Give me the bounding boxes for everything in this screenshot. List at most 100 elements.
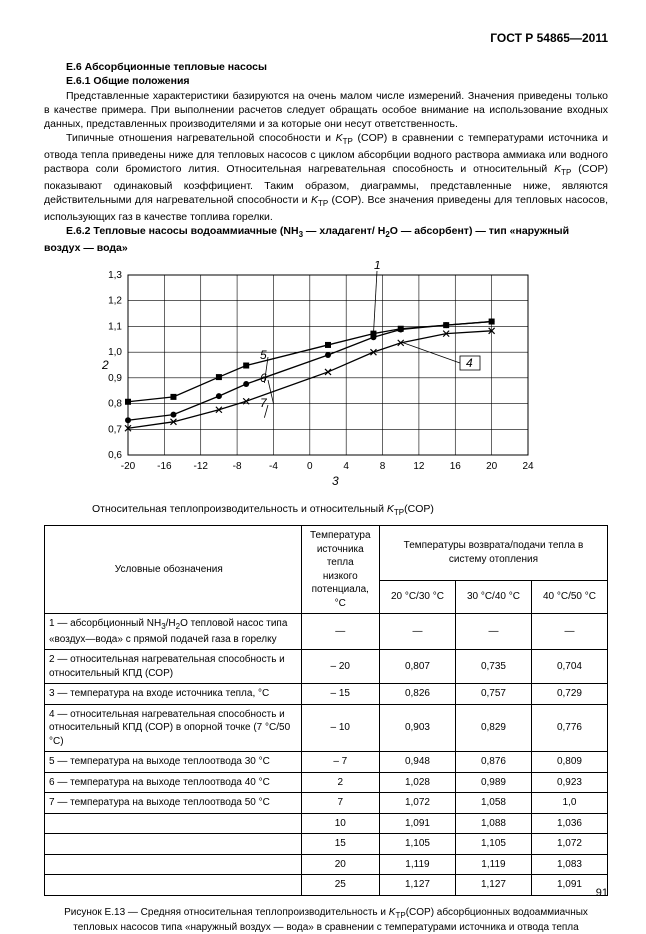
svg-text:1,2: 1,2: [108, 296, 122, 307]
svg-text:1,0: 1,0: [108, 347, 122, 358]
svg-text:-20: -20: [121, 461, 136, 472]
line: низкого: [306, 570, 375, 584]
svg-text:-16: -16: [157, 461, 172, 472]
k-symbol: K: [387, 503, 394, 515]
table-row: 6 — температура на выходе теплоотвода 40…: [45, 772, 608, 793]
cell-value: —: [379, 614, 455, 650]
text: Относительная теплопроизводительность и …: [92, 503, 387, 515]
cell-value: 1,072: [531, 834, 607, 855]
tp-sub: ТР: [318, 199, 328, 208]
svg-text:24: 24: [522, 461, 534, 472]
cell-value: 1,028: [379, 772, 455, 793]
figure-caption: Рисунок Е.13 — Средняя относительная теп…: [44, 906, 608, 934]
cell-label: 6 — температура на выходе теплоотвода 40…: [45, 772, 302, 793]
heading-e6: Е.6 Абсорбционные тепловые насосы: [44, 60, 608, 74]
cell-value: 0,704: [531, 650, 607, 684]
table-row: 251,1271,1271,091: [45, 875, 608, 896]
cell-value: 1,0: [531, 793, 607, 814]
cell-value: 0,809: [531, 752, 607, 773]
cell-label: [45, 854, 302, 875]
table-row: 7 — температура на выходе теплоотвода 50…: [45, 793, 608, 814]
svg-text:0,9: 0,9: [108, 373, 122, 384]
cell-value: 0,807: [379, 650, 455, 684]
th-20-30: 20 °С/30 °С: [379, 580, 455, 613]
cell-value: 1,036: [531, 813, 607, 834]
line: потенциала, °С: [306, 583, 375, 610]
cell-value: 1,105: [455, 834, 531, 855]
tp-sub: ТР: [343, 137, 353, 146]
cell-value: 1,083: [531, 854, 607, 875]
cell-value: 0,735: [455, 650, 531, 684]
cell-value: 1,127: [379, 875, 455, 896]
svg-text:0,7: 0,7: [108, 425, 122, 436]
cell-label: 7 — температура на выходе теплоотвода 50…: [45, 793, 302, 814]
cell-temp: 2: [301, 772, 379, 793]
cell-value: 0,776: [531, 704, 607, 752]
svg-text:16: 16: [450, 461, 462, 472]
line-chart: 0,60,70,80,91,01,11,21,3-20-16-12-8-4048…: [92, 261, 562, 491]
th-40-50: 40 °С/50 °С: [531, 580, 607, 613]
text: (COP): [404, 503, 434, 515]
svg-text:6: 6: [260, 371, 267, 385]
svg-text:5: 5: [260, 348, 267, 362]
svg-text:1,3: 1,3: [108, 270, 122, 281]
cell-temp: —: [301, 614, 379, 650]
svg-text:8: 8: [380, 461, 386, 472]
svg-text:1,1: 1,1: [108, 322, 122, 333]
cell-label: 5 — температура на выходе теплоотвода 30…: [45, 752, 302, 773]
cell-temp: 15: [301, 834, 379, 855]
document-number: ГОСТ Р 54865—2011: [44, 30, 608, 46]
cell-value: 1,058: [455, 793, 531, 814]
text: Е.6.2 Тепловые насосы водоаммиачные (NH: [66, 225, 299, 237]
table-body: 1 — абсорбционный NH3/H2O тепловой насос…: [45, 614, 608, 896]
table-row: 151,1051,1051,072: [45, 834, 608, 855]
svg-text:-4: -4: [269, 461, 278, 472]
tp-sub: ТР: [561, 168, 571, 177]
svg-text:2: 2: [101, 358, 109, 372]
svg-text:-12: -12: [194, 461, 209, 472]
th-return-supply: Температуры возврата/подачи тепла в сист…: [379, 526, 607, 581]
cell-value: 0,829: [455, 704, 531, 752]
th-legend: Условные обозначения: [45, 526, 302, 614]
cell-value: 0,989: [455, 772, 531, 793]
table-row: 4 — относительная нагревательная способн…: [45, 704, 608, 752]
data-table: Условные обозначения Температура источни…: [44, 525, 608, 896]
cell-value: —: [531, 614, 607, 650]
cell-value: 0,729: [531, 684, 607, 705]
svg-text:12: 12: [413, 461, 425, 472]
cell-temp: – 20: [301, 650, 379, 684]
text: — хладагент/ H: [303, 225, 385, 237]
svg-text:0,6: 0,6: [108, 450, 122, 461]
cell-label: 2 — относительная нагревательная способн…: [45, 650, 302, 684]
cell-label: 3 — температура на входе источника тепла…: [45, 684, 302, 705]
tp-sub: ТР: [394, 508, 404, 517]
page-number: 91: [596, 886, 608, 901]
paragraph-1: Представленные характеристики базируются…: [44, 89, 608, 132]
chart-caption: Относительная теплопроизводительность и …: [92, 502, 608, 519]
cell-label: 1 — абсорбционный NH3/H2O тепловой насос…: [45, 614, 302, 650]
cell-value: 0,826: [379, 684, 455, 705]
th-30-40: 30 °С/40 °С: [455, 580, 531, 613]
cell-temp: 20: [301, 854, 379, 875]
cell-value: 1,091: [379, 813, 455, 834]
text: Типичные отношения нагревательной способ…: [66, 132, 336, 144]
th-source-temp: Температура источника тепла низкого поте…: [301, 526, 379, 614]
table-row: 101,0911,0881,036: [45, 813, 608, 834]
cell-value: 0,923: [531, 772, 607, 793]
heading-e62: Е.6.2 Тепловые насосы водоаммиачные (NH3…: [44, 224, 608, 255]
table-row: 5 — температура на выходе теплоотвода 30…: [45, 752, 608, 773]
line: Температура: [306, 529, 375, 543]
cell-label: [45, 834, 302, 855]
cell-label: 4 — относительная нагревательная способн…: [45, 704, 302, 752]
tp-sub: ТР: [395, 911, 405, 920]
table-row: 3 — температура на входе источника тепла…: [45, 684, 608, 705]
table-row: 2 — относительная нагревательная способн…: [45, 650, 608, 684]
table-row: 1 — абсорбционный NH3/H2O тепловой насос…: [45, 614, 608, 650]
cell-temp: 7: [301, 793, 379, 814]
chart-container: 0,60,70,80,91,01,11,21,3-20-16-12-8-4048…: [92, 261, 608, 496]
svg-text:4: 4: [343, 461, 349, 472]
cell-temp: – 7: [301, 752, 379, 773]
cell-label: [45, 875, 302, 896]
cell-value: 1,119: [379, 854, 455, 875]
paragraph-2: Типичные отношения нагревательной способ…: [44, 131, 608, 224]
